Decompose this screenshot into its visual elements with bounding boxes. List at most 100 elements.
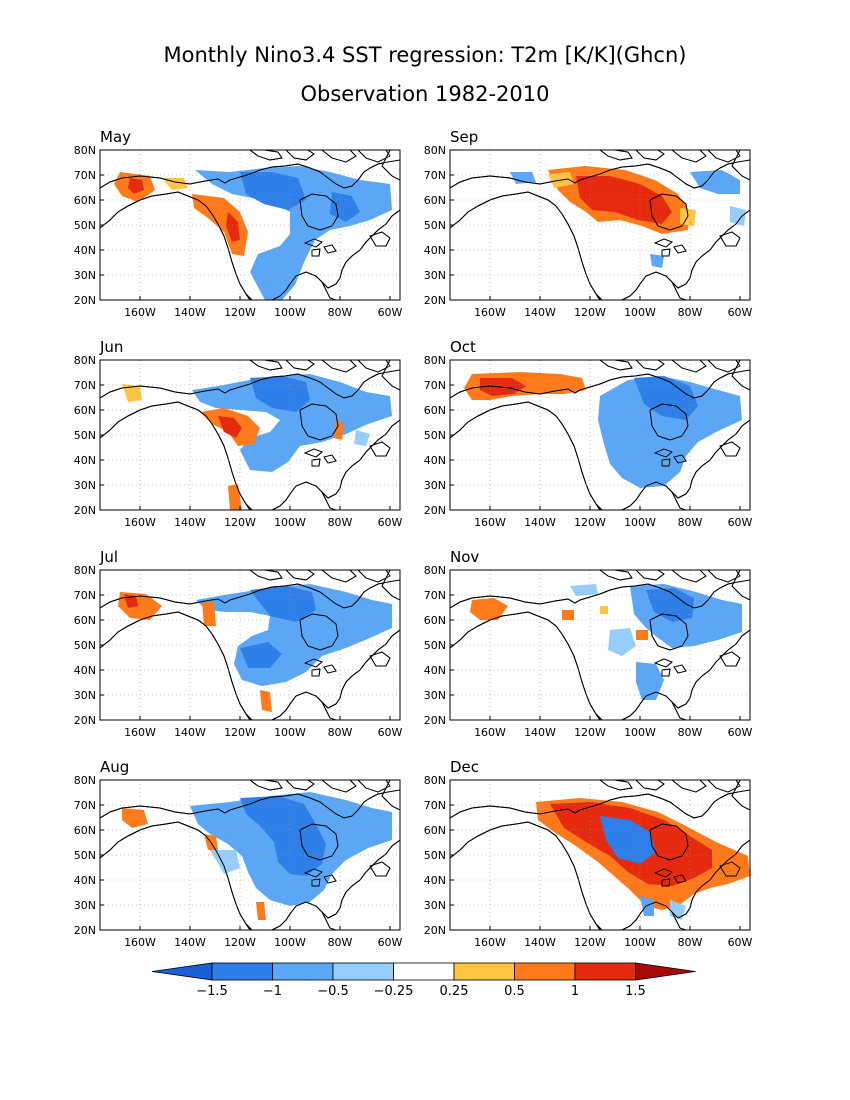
lat-tick-label: 50N <box>424 849 446 862</box>
lon-tick-label: 140W <box>524 936 556 949</box>
panel-label: Sep <box>450 128 478 146</box>
lon-tick-label: 120W <box>574 306 606 319</box>
colorbar-segment <box>393 962 455 981</box>
map-panel-jul: Jul 20N 30N 40N 50N 60N 70N 80N 160W 140W 120W 100W… <box>74 548 403 739</box>
lat-tick-label: 60N <box>424 614 446 627</box>
lon-tick-label: 120W <box>224 726 256 739</box>
lat-tick-label: 70N <box>74 379 96 392</box>
lat-tick-label: 70N <box>424 589 446 602</box>
lat-tick-label: 30N <box>74 269 96 282</box>
lon-tick-label: 120W <box>224 516 256 529</box>
lon-tick-label: 80W <box>678 516 703 529</box>
lat-tick-label: 30N <box>424 479 446 492</box>
lon-tick-label: 140W <box>174 306 206 319</box>
colorbar-tick-label: −0.25 <box>374 984 414 999</box>
colorbar: −1.5 −1 −0.5 −0.25 0.25 0.5 1 1.5 <box>151 962 696 999</box>
lat-tick-label: 30N <box>424 899 446 912</box>
lat-tick-label: 50N <box>74 639 96 652</box>
lon-tick-label: 140W <box>524 516 556 529</box>
lat-tick-label: 50N <box>74 429 96 442</box>
lon-tick-label: 80W <box>328 516 353 529</box>
lon-tick-label: 120W <box>224 936 256 949</box>
lat-tick-label: 70N <box>424 799 446 812</box>
lon-tick-label: 120W <box>574 936 606 949</box>
lon-tick-label: 60W <box>378 516 403 529</box>
lon-tick-label: 80W <box>328 726 353 739</box>
colorbar-segment <box>574 962 636 981</box>
lat-tick-label: 20N <box>74 294 96 307</box>
lat-tick-label: 50N <box>74 219 96 232</box>
map-field <box>100 570 400 720</box>
lat-tick-label: 50N <box>424 639 446 652</box>
lat-tick-label: 40N <box>424 454 446 467</box>
lon-tick-label: 60W <box>378 936 403 949</box>
colorbar-tick-label: −1.5 <box>196 984 228 999</box>
lat-tick-label: 30N <box>74 479 96 492</box>
lat-tick-label: 40N <box>424 874 446 887</box>
panel-label: May <box>100 128 131 146</box>
lat-tick-label: 20N <box>74 504 96 517</box>
lat-tick-label: 50N <box>424 219 446 232</box>
lon-tick-label: 100W <box>624 726 656 739</box>
lon-tick-label: 60W <box>728 306 753 319</box>
map-panel-jun: Jun 20N 30N 40N 50N 60N 70N 80N 160W 140W 120W 100W… <box>74 338 403 529</box>
lon-tick-label: 120W <box>574 726 606 739</box>
map-field <box>100 150 400 300</box>
lat-tick-label: 80N <box>424 564 446 577</box>
colorbar-tick-label: −0.5 <box>317 984 349 999</box>
lon-tick-label: 120W <box>574 516 606 529</box>
figure-subtitle: Observation 1982-2010 <box>300 82 549 106</box>
lat-tick-label: 80N <box>74 564 96 577</box>
lat-tick-label: 40N <box>74 874 96 887</box>
colorbar-tick-label: 1 <box>571 984 579 999</box>
lon-tick-label: 80W <box>328 936 353 949</box>
colorbar-segment <box>453 962 515 981</box>
lon-tick-label: 100W <box>624 936 656 949</box>
map-panel-nov: Nov 20N 30N 40N 50N 60N 70N 80N 160W 140W 120W 100W… <box>424 548 753 739</box>
lon-tick-label: 100W <box>624 516 656 529</box>
lon-tick-label: 60W <box>728 936 753 949</box>
map-panel-sep: Sep 20N 30N 40N 50N 60N 70N 80N 160W 140W 120W 100W… <box>424 128 753 319</box>
colorbar-low-arrow <box>151 962 213 981</box>
lon-tick-label: 160W <box>474 516 506 529</box>
colorbar-tick-label: −1 <box>263 984 282 999</box>
panel-label: Nov <box>450 548 479 566</box>
lat-tick-label: 60N <box>74 614 96 627</box>
lon-tick-label: 100W <box>274 306 306 319</box>
panel-label: Jul <box>99 548 118 566</box>
lat-tick-label: 80N <box>74 354 96 367</box>
lat-tick-label: 70N <box>74 589 96 602</box>
lat-tick-label: 20N <box>74 714 96 727</box>
map-field <box>450 570 750 720</box>
colorbar-tick-label: 0.25 <box>440 984 469 999</box>
lon-tick-label: 80W <box>678 726 703 739</box>
map-field <box>450 780 750 930</box>
lat-tick-label: 60N <box>424 194 446 207</box>
lat-tick-label: 40N <box>74 244 96 257</box>
lat-tick-label: 70N <box>424 379 446 392</box>
lon-tick-label: 80W <box>678 306 703 319</box>
lon-tick-label: 100W <box>624 306 656 319</box>
lat-tick-label: 80N <box>424 354 446 367</box>
lat-tick-label: 30N <box>74 689 96 702</box>
lon-tick-label: 160W <box>474 936 506 949</box>
lat-tick-label: 80N <box>424 774 446 787</box>
lat-tick-label: 30N <box>424 269 446 282</box>
lon-tick-label: 140W <box>174 516 206 529</box>
panel-label: Jun <box>99 338 123 356</box>
lat-tick-label: 60N <box>74 194 96 207</box>
lat-tick-label: 50N <box>424 429 446 442</box>
lon-tick-label: 60W <box>378 306 403 319</box>
lat-tick-label: 40N <box>74 664 96 677</box>
lat-tick-label: 20N <box>424 294 446 307</box>
lon-tick-label: 60W <box>728 516 753 529</box>
colorbar-segment <box>211 962 273 981</box>
lon-tick-label: 80W <box>678 936 703 949</box>
colorbar-high-arrow <box>635 962 696 981</box>
lat-tick-label: 30N <box>74 899 96 912</box>
lat-tick-label: 50N <box>74 849 96 862</box>
colorbar-segment <box>514 962 576 981</box>
lon-tick-label: 140W <box>174 726 206 739</box>
lon-tick-label: 60W <box>728 726 753 739</box>
